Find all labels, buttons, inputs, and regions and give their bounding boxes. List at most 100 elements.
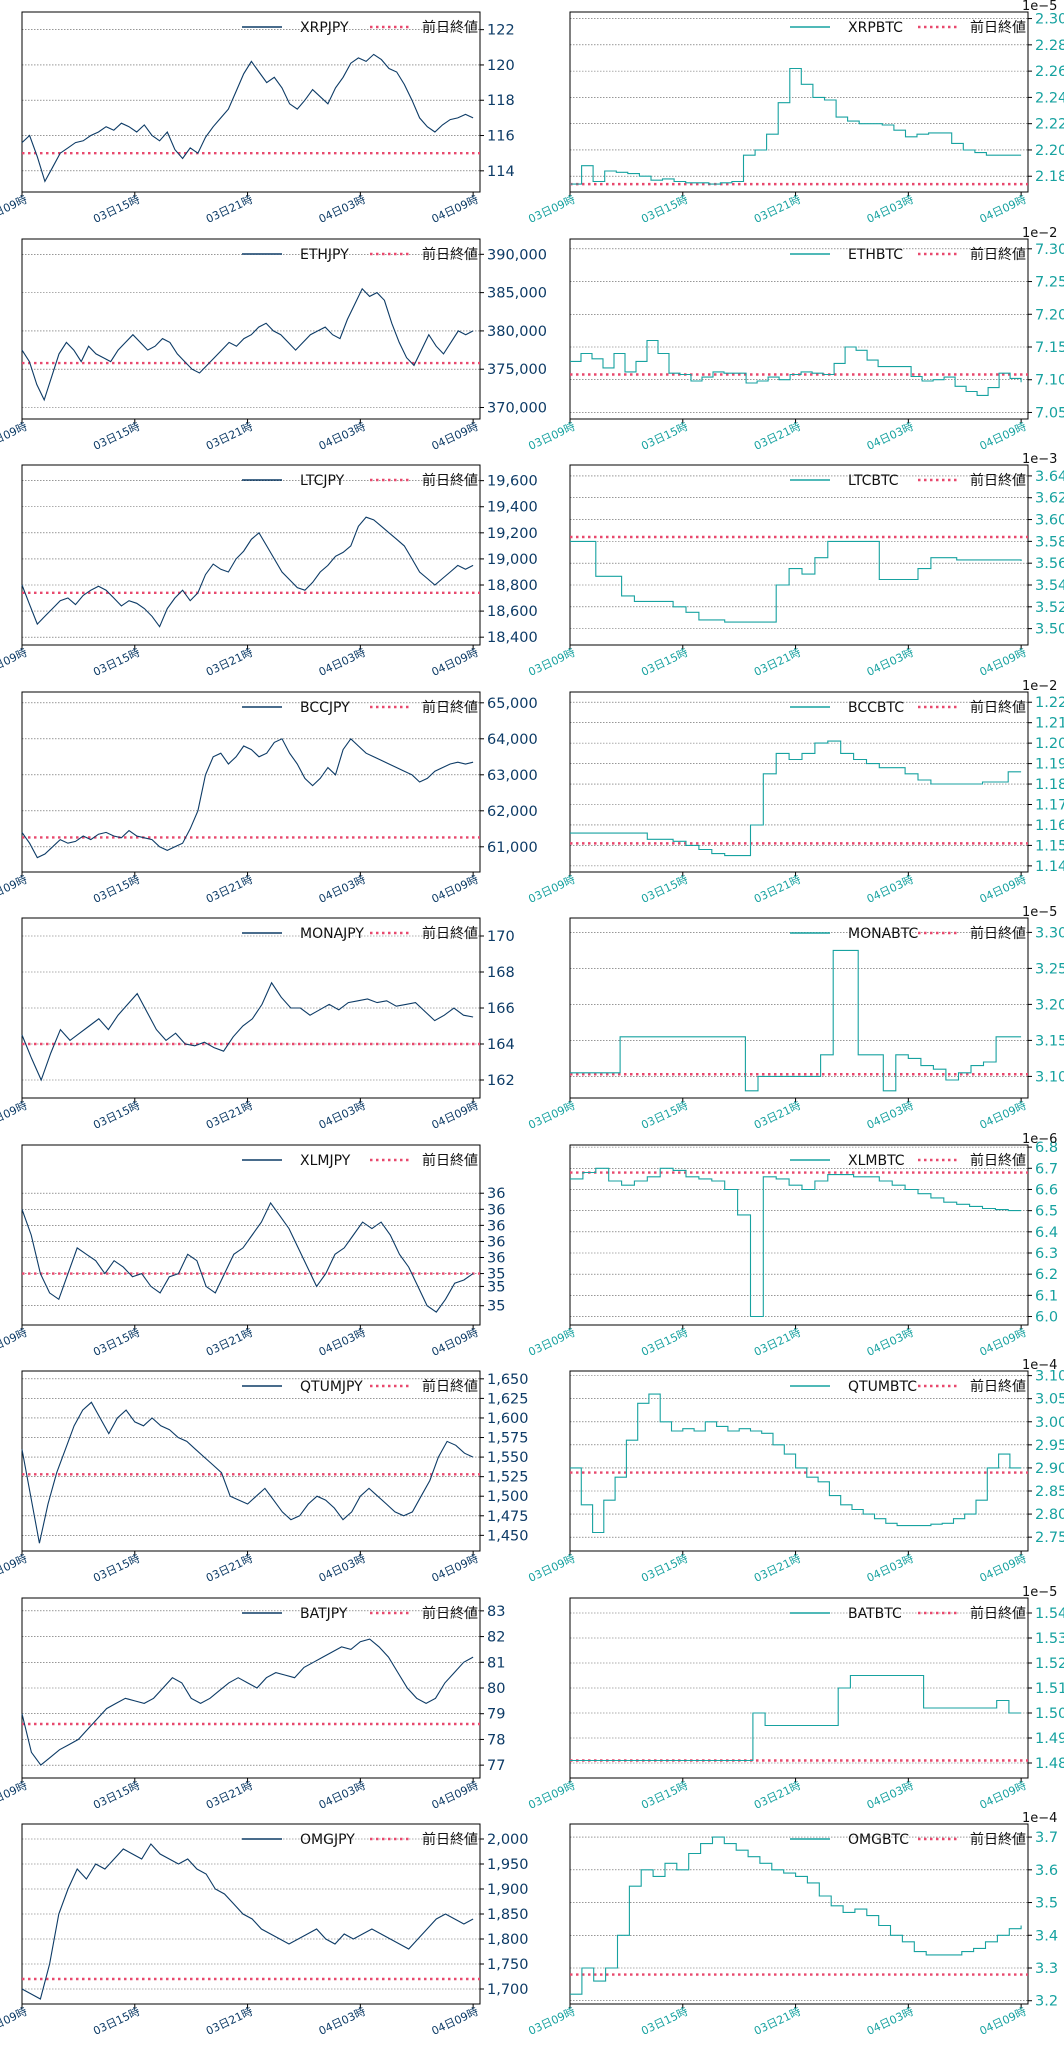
y-tick-label: 78 [487, 1732, 505, 1748]
legend-series-name: OMGJPY [300, 1832, 355, 1848]
y-tick-label: 116 [487, 129, 515, 145]
y-tick-label: 3.64 [1035, 469, 1064, 485]
x-tick-label: 03日21時 [752, 872, 803, 905]
y-tick-label: 3.15 [1035, 1033, 1064, 1049]
y-tick-label: 3.5 [1035, 1896, 1058, 1912]
y-tick-label: 36 [487, 1234, 505, 1250]
y-tick-label: 83 [487, 1603, 505, 1619]
x-tick-label: 03日21時 [752, 2005, 803, 2038]
x-tick-label: 04日03時 [865, 872, 916, 905]
series-line-monabtc [570, 949, 1022, 1092]
x-tick-label: 03日15時 [91, 2005, 142, 2038]
y-tick-label: 1.54 [1035, 1606, 1064, 1622]
y-tick-label: 390,000 [487, 247, 547, 263]
x-tick-label: 03日21時 [204, 1325, 255, 1358]
x-tick-label: 03日09時 [0, 872, 29, 905]
x-tick-label: 04日09時 [978, 1325, 1029, 1358]
y-tick-label: 1.48 [1035, 1756, 1064, 1772]
x-tick-label: 03日21時 [204, 193, 255, 226]
y-tick-label: 3.7 [1035, 1830, 1058, 1846]
x-tick-label: 03日15時 [639, 2005, 690, 2038]
y-tick-label: 1,650 [487, 1372, 529, 1388]
y-tick-label: 6.8 [1035, 1140, 1058, 1156]
y-tick-label: 2.30 [1035, 12, 1064, 28]
y-tick-label: 1,500 [487, 1489, 529, 1505]
y-tick-label: 6.1 [1035, 1288, 1058, 1304]
x-tick-label: 03日15時 [91, 1325, 142, 1358]
legend-series-name: ETHBTC [848, 247, 903, 263]
x-tick-label: 04日03時 [865, 646, 916, 679]
y-tick-label: 80 [487, 1681, 505, 1697]
plot-frame [21, 1144, 481, 1325]
y-tick-label: 3.05 [1035, 1392, 1064, 1408]
scale-factor-label: 1e−6 [1022, 1132, 1057, 1147]
plot-frame [21, 238, 481, 419]
y-tick-label: 3.10 [1035, 1069, 1064, 1085]
legend-series-name: XLMJPY [300, 1153, 351, 1169]
y-tick-label: 35 [487, 1279, 505, 1295]
x-tick-label: 03日21時 [752, 193, 803, 226]
y-tick-label: 3.58 [1035, 534, 1064, 550]
x-tick-label: 03日15時 [639, 1099, 690, 1132]
y-tick-label: 19,600 [487, 474, 538, 490]
x-tick-label: 04日09時 [978, 1778, 1029, 1811]
y-tick-label: 77 [487, 1758, 505, 1774]
x-tick-label: 04日09時 [430, 193, 481, 226]
x-tick-label: 03日09時 [0, 1552, 29, 1585]
x-tick-label: 03日15時 [639, 1552, 690, 1585]
x-tick-label: 04日09時 [430, 872, 481, 905]
y-tick-label: 36 [487, 1250, 505, 1266]
y-tick-label: 375,000 [487, 362, 547, 378]
y-tick-label: 2.22 [1035, 117, 1064, 133]
legend-prev-label: 前日終値 [422, 1378, 478, 1395]
y-tick-label: 1.53 [1035, 1631, 1064, 1647]
y-tick-label: 2.28 [1035, 38, 1064, 54]
y-tick-label: 65,000 [487, 695, 538, 711]
legend-series-name: BATJPY [300, 1606, 348, 1622]
y-tick-label: 385,000 [487, 285, 547, 301]
x-tick-label: 03日15時 [639, 193, 690, 226]
legend-prev-label: 前日終値 [970, 1605, 1026, 1622]
y-tick-label: 6.3 [1035, 1246, 1058, 1262]
y-tick-label: 35 [487, 1298, 505, 1314]
y-tick-label: 3.3 [1035, 1961, 1058, 1977]
plot-frame [569, 917, 1029, 1099]
x-tick-label: 03日21時 [752, 1778, 803, 1811]
x-tick-label: 04日09時 [430, 1552, 481, 1585]
y-tick-label: 62,000 [487, 803, 538, 819]
series-line-ltcjpy [21, 516, 474, 628]
series-line-omgjpy [21, 1843, 474, 2000]
x-tick-label: 04日03時 [865, 2005, 916, 2038]
plot-frame [569, 11, 1029, 193]
y-tick-label: 2.90 [1035, 1461, 1064, 1477]
series-line-monajpy [21, 981, 474, 1082]
series-line-omgbtc [570, 1836, 1022, 1995]
x-tick-label: 04日09時 [978, 2005, 1029, 2038]
scale-factor-label: 1e−4 [1022, 1358, 1057, 1373]
y-tick-label: 1.19 [1035, 756, 1064, 772]
y-tick-label: 1,550 [487, 1450, 529, 1466]
legend-prev-label: 前日終値 [970, 472, 1026, 489]
plot-frame [21, 691, 481, 872]
series-line-xlmbtc [570, 1167, 1022, 1317]
series-line-batjpy [21, 1637, 474, 1766]
legend-series-name: QTUMBTC [848, 1379, 917, 1395]
y-tick-label: 1,850 [487, 1907, 529, 1923]
y-tick-label: 2.20 [1035, 143, 1064, 159]
x-tick-label: 03日15時 [91, 1099, 142, 1132]
x-tick-label: 04日09時 [430, 646, 481, 679]
y-tick-label: 1.22 [1035, 695, 1064, 711]
series-line-bccbtc [570, 740, 1022, 856]
plot-frame [569, 1144, 1029, 1325]
series-line-xlmjpy [21, 1201, 474, 1313]
y-tick-label: 1.15 [1035, 838, 1064, 854]
plot-frame [569, 1370, 1029, 1552]
y-tick-label: 1,950 [487, 1857, 529, 1873]
y-tick-label: 1,700 [487, 1982, 529, 1998]
y-tick-label: 3.6 [1035, 1863, 1058, 1879]
x-tick-label: 03日09時 [0, 2005, 29, 2038]
y-tick-label: 118 [487, 93, 515, 109]
